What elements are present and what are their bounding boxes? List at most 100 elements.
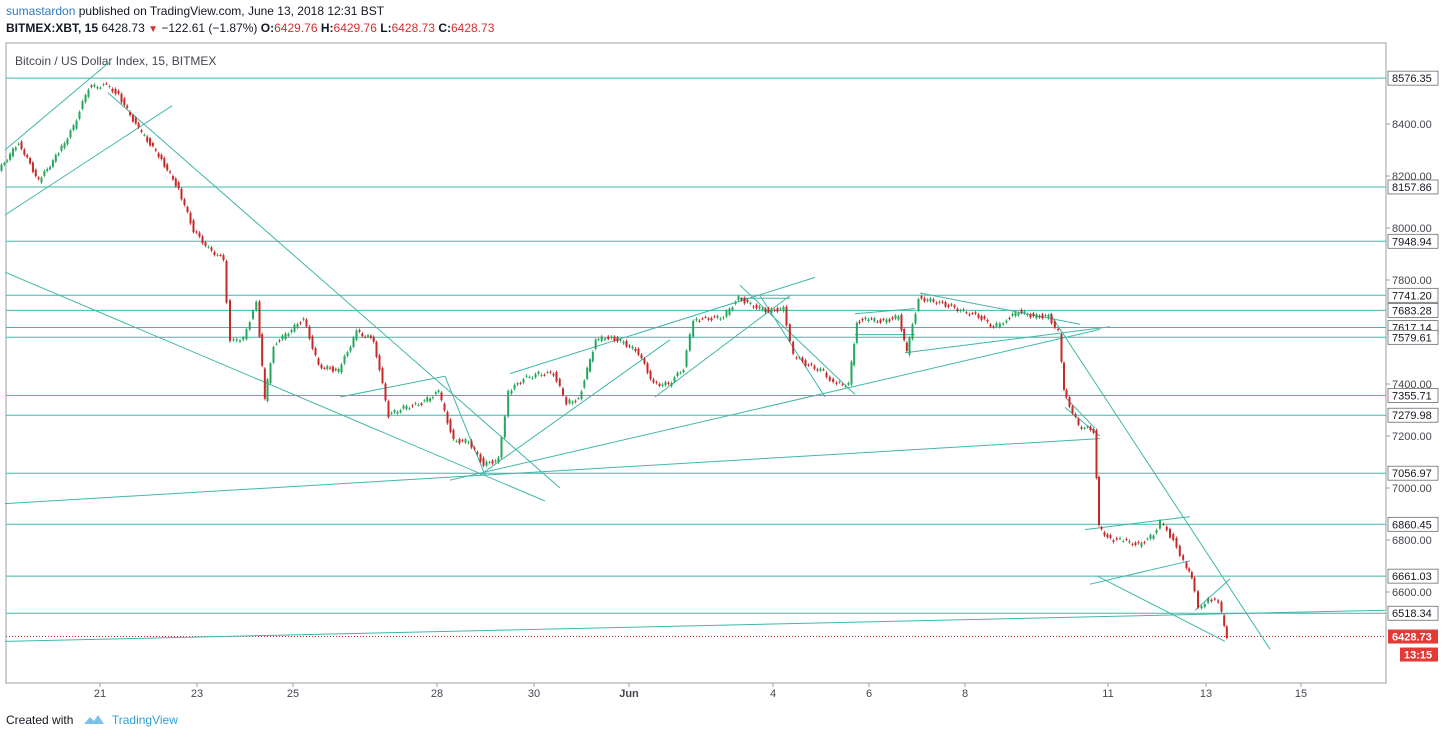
candle-body [1137, 542, 1140, 544]
price-tick-label: 7200.00 [1392, 431, 1432, 443]
candle-body [761, 308, 764, 310]
candle-body [986, 319, 989, 322]
candle-body [443, 403, 446, 411]
candle-body [903, 329, 906, 341]
candle-body [305, 319, 308, 327]
candle-body [242, 337, 245, 340]
candle-body [983, 316, 986, 319]
candle-body [49, 166, 52, 170]
time-tick-label: 28 [431, 688, 443, 700]
candle-body [1165, 526, 1168, 531]
candle-body [1217, 600, 1220, 603]
level-tag-box [1387, 568, 1439, 584]
candle-body [9, 153, 12, 160]
candle-body [625, 340, 628, 347]
candle-body [213, 251, 216, 256]
candle-body [232, 339, 235, 341]
trendline [904, 326, 1111, 354]
symbol-label: BITMEX:XBT, 15 [6, 21, 99, 35]
time-tick-label: 15 [1295, 688, 1307, 700]
candle-body [1134, 542, 1137, 545]
candle-body [317, 358, 320, 365]
candle-body [1044, 315, 1047, 317]
candle-body [710, 318, 713, 321]
candle-body [146, 136, 149, 142]
price-axis: 6600.00 6800.00 7000.00 7200.00 7400.00 7800.… [1386, 119, 1432, 599]
candle-body [897, 316, 900, 320]
candle-body [1223, 615, 1226, 626]
candle-body [1057, 328, 1060, 331]
candle-body [646, 363, 649, 373]
candle-body [261, 334, 264, 366]
trendlines [4, 61, 1386, 650]
price-tick-label: 7800.00 [1392, 275, 1432, 287]
candle-body [847, 382, 850, 385]
candle-body [358, 330, 361, 332]
candle-body [210, 247, 213, 251]
candle-body [562, 388, 564, 395]
candle-body [1083, 427, 1086, 429]
author-link[interactable]: sumastardon [6, 4, 76, 18]
candle-body [281, 335, 284, 340]
candle-body [1098, 476, 1100, 526]
candle-body [549, 371, 552, 373]
candle-body [355, 330, 358, 340]
time-tick-label: Jun [619, 688, 639, 700]
candle-body [1035, 314, 1038, 319]
candle-body [704, 316, 707, 318]
candle-body [1060, 334, 1063, 362]
candle-body [43, 170, 46, 176]
candle-body [604, 338, 606, 340]
candle-body [565, 397, 568, 405]
candle-body [470, 440, 473, 448]
candle-body [692, 320, 695, 337]
candle-body [1020, 309, 1023, 313]
candle-body [619, 339, 622, 342]
candle-body [192, 220, 195, 233]
candle-body [725, 310, 728, 317]
candle-body [873, 318, 876, 322]
candle-body [1011, 313, 1014, 316]
level-tag-label: 8157.86 [1392, 182, 1432, 194]
candle-body [891, 317, 894, 319]
tradingview-brand[interactable]: TradingView [111, 713, 178, 727]
trendline [479, 339, 671, 476]
time-tick-label: 8 [962, 688, 968, 700]
candle-body [531, 377, 534, 379]
candle-body [1032, 313, 1035, 317]
candle-body [126, 105, 129, 108]
trendline [4, 271, 546, 502]
candle-body [23, 149, 26, 155]
candle-body [540, 374, 543, 376]
candle-body [473, 447, 476, 450]
candle-body [525, 375, 528, 377]
candle-body [105, 83, 108, 85]
candle-body [516, 383, 519, 385]
time-tick-label: 25 [287, 688, 299, 700]
candle-body [844, 385, 847, 387]
candle-body [956, 308, 959, 312]
candle-body [782, 306, 785, 312]
candle-body [989, 324, 992, 327]
candle-body [278, 340, 281, 342]
candle-body [263, 368, 266, 399]
candle-body [111, 88, 114, 92]
candle-body [776, 308, 779, 312]
candle-body [1140, 542, 1143, 547]
candle-body [746, 299, 749, 302]
candle-body [905, 342, 908, 351]
candle-body [835, 382, 838, 384]
candle-body [290, 329, 293, 333]
candle-body [652, 379, 655, 383]
candle-body [426, 397, 429, 402]
candle-body [72, 125, 75, 130]
trendline [107, 92, 561, 489]
candle-body [37, 177, 40, 180]
candle-body [343, 355, 346, 364]
candle-body [308, 326, 311, 339]
candle-body [816, 369, 819, 371]
candle-body [114, 88, 117, 94]
candle-body [293, 324, 296, 332]
footer: Created with TradingView [6, 712, 178, 729]
